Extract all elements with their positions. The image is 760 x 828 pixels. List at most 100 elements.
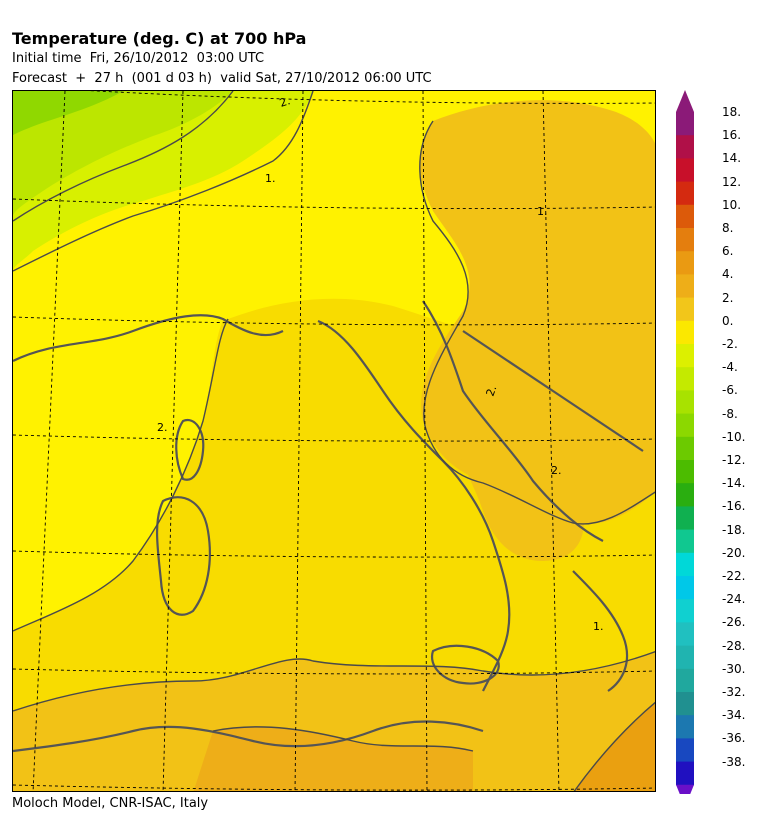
contour-label-7: 1. xyxy=(593,620,604,633)
coast-italy-west xyxy=(317,319,511,692)
contour-label-3: 1. xyxy=(537,205,548,218)
legend-label: 16. xyxy=(722,128,742,143)
coast-france-ligurian xyxy=(13,314,284,362)
legend-label: 0. xyxy=(722,313,734,328)
coast-corsica xyxy=(175,418,205,481)
legend-swatch xyxy=(676,529,694,554)
legend-swatch xyxy=(676,668,694,693)
contour-label-4: 2. xyxy=(157,421,168,434)
legend-label: -8. xyxy=(722,406,738,421)
legend-swatch xyxy=(676,460,694,484)
legend-swatch xyxy=(676,228,694,252)
legend-label: 18. xyxy=(722,105,742,119)
contour-label-6: 2. xyxy=(551,464,562,477)
band-minus6-minus4 xyxy=(13,91,123,135)
legend-label: 2. xyxy=(722,290,734,305)
map-title: Temperature (deg. C) at 700 hPa xyxy=(12,29,307,48)
parallel-5 xyxy=(13,550,655,558)
legend-swatch xyxy=(676,738,694,763)
legend-swatch xyxy=(676,158,694,183)
legend-label: -6. xyxy=(722,383,738,398)
legend-label: 4. xyxy=(722,267,734,282)
legend-label: -2. xyxy=(722,337,738,351)
parallel-7 xyxy=(13,784,655,791)
parallel-6 xyxy=(13,668,655,675)
legend-swatch xyxy=(676,692,694,716)
legend-label: 8. xyxy=(722,221,734,235)
legend-swatch xyxy=(676,761,694,786)
contour-b xyxy=(13,91,234,222)
legend-label: -14. xyxy=(722,476,746,491)
legend-swatch xyxy=(676,413,694,438)
legend-arrow-bottom xyxy=(676,784,694,807)
parallel-1 xyxy=(89,91,655,104)
temperature-map: 2. 1. 1. 2. 2. 2. 1. xyxy=(12,90,656,792)
legend-swatch xyxy=(676,181,694,206)
legend-swatch xyxy=(676,599,694,623)
legend-label: -20. xyxy=(722,545,746,560)
contour-g xyxy=(212,726,474,752)
legend-swatch xyxy=(676,390,694,415)
contour-e xyxy=(13,650,655,712)
band-2-4-balkan xyxy=(453,387,584,561)
legend-swatch xyxy=(676,506,694,531)
forecast-time: Forecast + 27 h (001 d 03 h) valid Sat, … xyxy=(12,71,432,86)
legend-label: -18. xyxy=(722,522,746,537)
legend-label: -22. xyxy=(722,569,746,583)
legend-swatch xyxy=(676,320,694,345)
contour-label-1: 2. xyxy=(278,94,292,110)
legend-label: -28. xyxy=(722,638,746,653)
legend-label: -10. xyxy=(722,429,746,444)
contour-label-5: 2. xyxy=(484,384,500,398)
parallel-3 xyxy=(13,316,655,326)
coast-sardinia xyxy=(156,496,211,616)
legend-label: -30. xyxy=(722,661,746,676)
model-credit: Moloch Model, CNR-ISAC, Italy xyxy=(12,796,209,811)
legend-swatch xyxy=(676,622,694,647)
coast-africa xyxy=(13,720,484,753)
parallel-4 xyxy=(13,434,655,442)
legend-label: -32. xyxy=(722,685,746,699)
legend-swatch xyxy=(676,715,694,739)
legend-label: -24. xyxy=(722,592,746,607)
legend-swatch xyxy=(676,367,694,391)
legend-swatch xyxy=(676,251,694,275)
legend-label: -26. xyxy=(722,615,746,630)
legend-swatch xyxy=(676,645,694,670)
legend-arrow-top xyxy=(676,90,694,112)
legend-swatch xyxy=(676,135,694,159)
legend-label: -12. xyxy=(722,453,746,467)
band-4-6 xyxy=(574,702,655,791)
coast-sicily xyxy=(430,644,500,685)
band-minus4-minus2 xyxy=(13,91,233,216)
band-2-4-south xyxy=(13,651,655,791)
legend-swatch xyxy=(676,112,694,136)
initial-time: Initial time Fri, 26/10/2012 03:00 UTC xyxy=(12,51,265,66)
legend-label: -38. xyxy=(722,754,746,769)
legend-swatch xyxy=(676,204,694,229)
map-canvas: 2. 1. 1. 2. 2. 2. 1. xyxy=(13,91,655,791)
legend-swatch xyxy=(676,297,694,322)
legend-label: -34. xyxy=(722,708,746,723)
legend-swatch xyxy=(676,576,694,600)
contour-a xyxy=(13,91,314,272)
legend-swatch xyxy=(676,436,694,461)
legend-label: -16. xyxy=(722,499,746,514)
color-scale-bar xyxy=(676,90,694,807)
contour-c xyxy=(419,120,655,525)
legend-swatch xyxy=(676,344,694,368)
legend-label: -36. xyxy=(722,731,746,746)
graticule xyxy=(13,91,655,791)
coast-italy-east xyxy=(422,300,604,542)
coast-greece xyxy=(572,570,628,692)
legend-label: 14. xyxy=(722,151,742,166)
legend-label: 6. xyxy=(722,244,734,259)
contour-label-2: 1. xyxy=(265,172,276,185)
contour-f xyxy=(573,701,655,791)
legend-label: -4. xyxy=(722,360,738,375)
legend-swatch xyxy=(676,552,694,577)
contours xyxy=(13,91,655,791)
legend-label: 10. xyxy=(722,197,742,212)
legend-swatch xyxy=(676,483,694,507)
coast-balkans xyxy=(462,330,644,452)
